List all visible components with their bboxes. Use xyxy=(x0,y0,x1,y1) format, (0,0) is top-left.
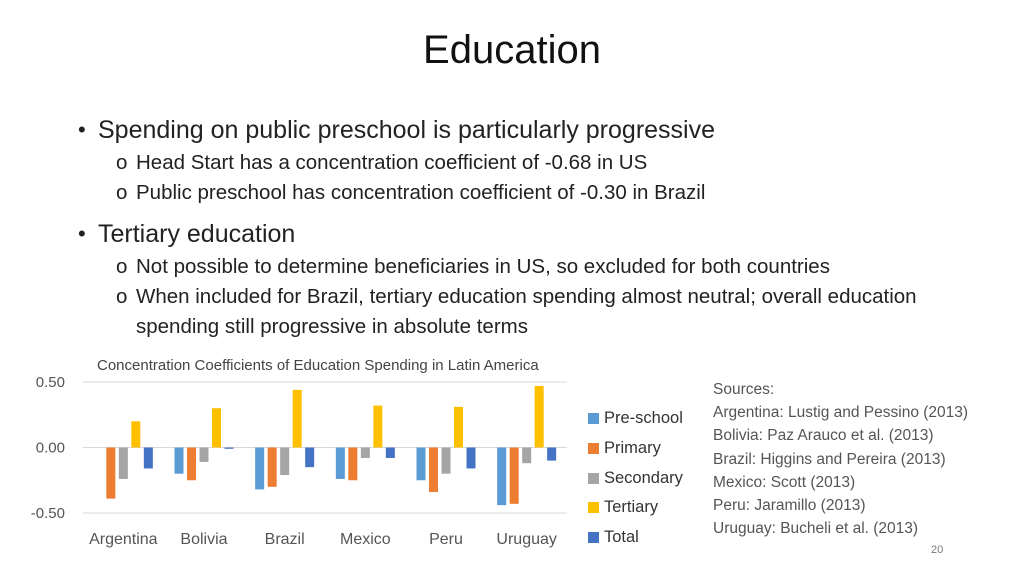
bar xyxy=(360,447,370,458)
bullet-list: • Spending on public preschool is partic… xyxy=(78,112,978,342)
legend-label: Tertiary xyxy=(604,498,659,517)
bar-chart: 0.50 0.00 -0.50 Argentina Bolivia Brazil Mexic… xyxy=(31,374,567,548)
bar xyxy=(522,447,532,464)
legend-swatch xyxy=(588,502,599,514)
sub-bullet-text: When included for Brazil, tertiary educa… xyxy=(136,285,917,338)
sub-bullet-text: Head Start has a concentration coefficie… xyxy=(136,151,648,174)
bar xyxy=(509,447,519,504)
bar xyxy=(305,447,315,468)
legend-label: Secondary xyxy=(604,468,683,487)
bar xyxy=(212,408,221,448)
legend-swatch xyxy=(588,532,599,544)
legend-label: Primary xyxy=(604,439,661,458)
bar xyxy=(143,447,153,469)
sub-bullet-marker: o xyxy=(116,255,128,278)
sub-bullet-marker: o xyxy=(116,285,128,308)
bar xyxy=(416,447,426,481)
sub-bullet-text: Not possible to determine beneficiaries … xyxy=(136,255,830,278)
bullet-marker: • xyxy=(78,117,86,142)
x-tick-label: Argentina xyxy=(89,531,158,548)
bar xyxy=(385,447,395,458)
sub-bullet-item: o When included for Brazil, tertiary edu… xyxy=(78,282,978,342)
bar xyxy=(106,447,116,499)
bar xyxy=(373,405,383,448)
bar xyxy=(224,447,234,449)
bar xyxy=(547,447,557,461)
legend-item: Tertiary xyxy=(588,493,683,523)
bullet-marker: • xyxy=(78,221,86,246)
legend-label: Pre-school xyxy=(604,409,683,428)
bullet-text: Tertiary education xyxy=(98,220,296,248)
y-tick-label: -0.50 xyxy=(31,505,65,522)
legend-label: Total xyxy=(604,528,639,547)
bar xyxy=(280,447,290,476)
sub-bullet-marker: o xyxy=(116,151,128,174)
bar xyxy=(292,389,302,448)
chart-legend: Pre-school Primary Secondary Tertiary Total xyxy=(588,404,683,552)
page-number: 20 xyxy=(931,544,944,556)
slide-title: Education xyxy=(423,28,601,72)
sources-block: Sources: Argentina: Lustig and Pessino (… xyxy=(713,378,968,540)
sources-heading: Sources: xyxy=(713,381,775,398)
legend-swatch xyxy=(588,443,599,455)
bar xyxy=(118,447,128,479)
bar xyxy=(174,447,184,474)
bar xyxy=(441,447,451,474)
bar xyxy=(199,447,209,462)
bar xyxy=(267,447,277,487)
x-tick-label: Bolivia xyxy=(180,531,227,548)
x-tick-label: Brazil xyxy=(265,531,305,548)
legend-item: Secondary xyxy=(588,463,683,493)
x-tick-label: Mexico xyxy=(340,531,391,548)
source-line: Brazil: Higgins and Pereira (2013) xyxy=(713,450,946,468)
bar xyxy=(335,447,345,479)
bar xyxy=(466,447,476,469)
chart-title: Concentration Coefficients of Education … xyxy=(97,357,539,374)
y-tick-label: 0.50 xyxy=(36,374,65,391)
bar xyxy=(255,447,265,490)
sub-bullet-text: Public preschool has concentration coeff… xyxy=(136,181,706,204)
sub-bullet-item: o Not possible to determine beneficiarie… xyxy=(78,252,978,282)
sub-bullet-item: o Head Start has a concentration coeffic… xyxy=(78,148,978,178)
legend-item: Primary xyxy=(588,434,683,464)
bar xyxy=(131,421,141,448)
legend-item: Pre-school xyxy=(588,404,683,434)
bar xyxy=(429,447,438,493)
bullet-item: • Spending on public preschool is partic… xyxy=(78,112,978,148)
bar xyxy=(348,447,358,481)
legend-item: Total xyxy=(588,523,683,553)
x-tick-label: Peru xyxy=(429,531,463,548)
bar xyxy=(534,385,544,448)
source-line: Mexico: Scott (2013) xyxy=(713,473,856,491)
sub-bullet-marker: o xyxy=(116,181,128,204)
legend-swatch xyxy=(588,413,599,425)
y-tick-label: 0.00 xyxy=(36,440,65,457)
source-line: Argentina: Lustig and Pessino (2013) xyxy=(713,404,969,422)
source-line: Uruguay: Bucheli et al. (2013) xyxy=(713,520,919,538)
source-line: Peru: Jaramillo (2013) xyxy=(713,497,866,515)
x-tick-label: Uruguay xyxy=(496,531,556,548)
bullet-item: • Tertiary education xyxy=(78,216,978,252)
legend-swatch xyxy=(588,472,599,484)
source-line: Bolivia: Paz Arauco et al. (2013) xyxy=(713,427,934,445)
bullet-text: Spending on public preschool is particul… xyxy=(98,116,716,144)
bar xyxy=(497,447,507,506)
bar xyxy=(187,447,196,481)
sub-bullet-item: o Public preschool has concentration coe… xyxy=(78,178,978,208)
bar xyxy=(454,406,463,448)
